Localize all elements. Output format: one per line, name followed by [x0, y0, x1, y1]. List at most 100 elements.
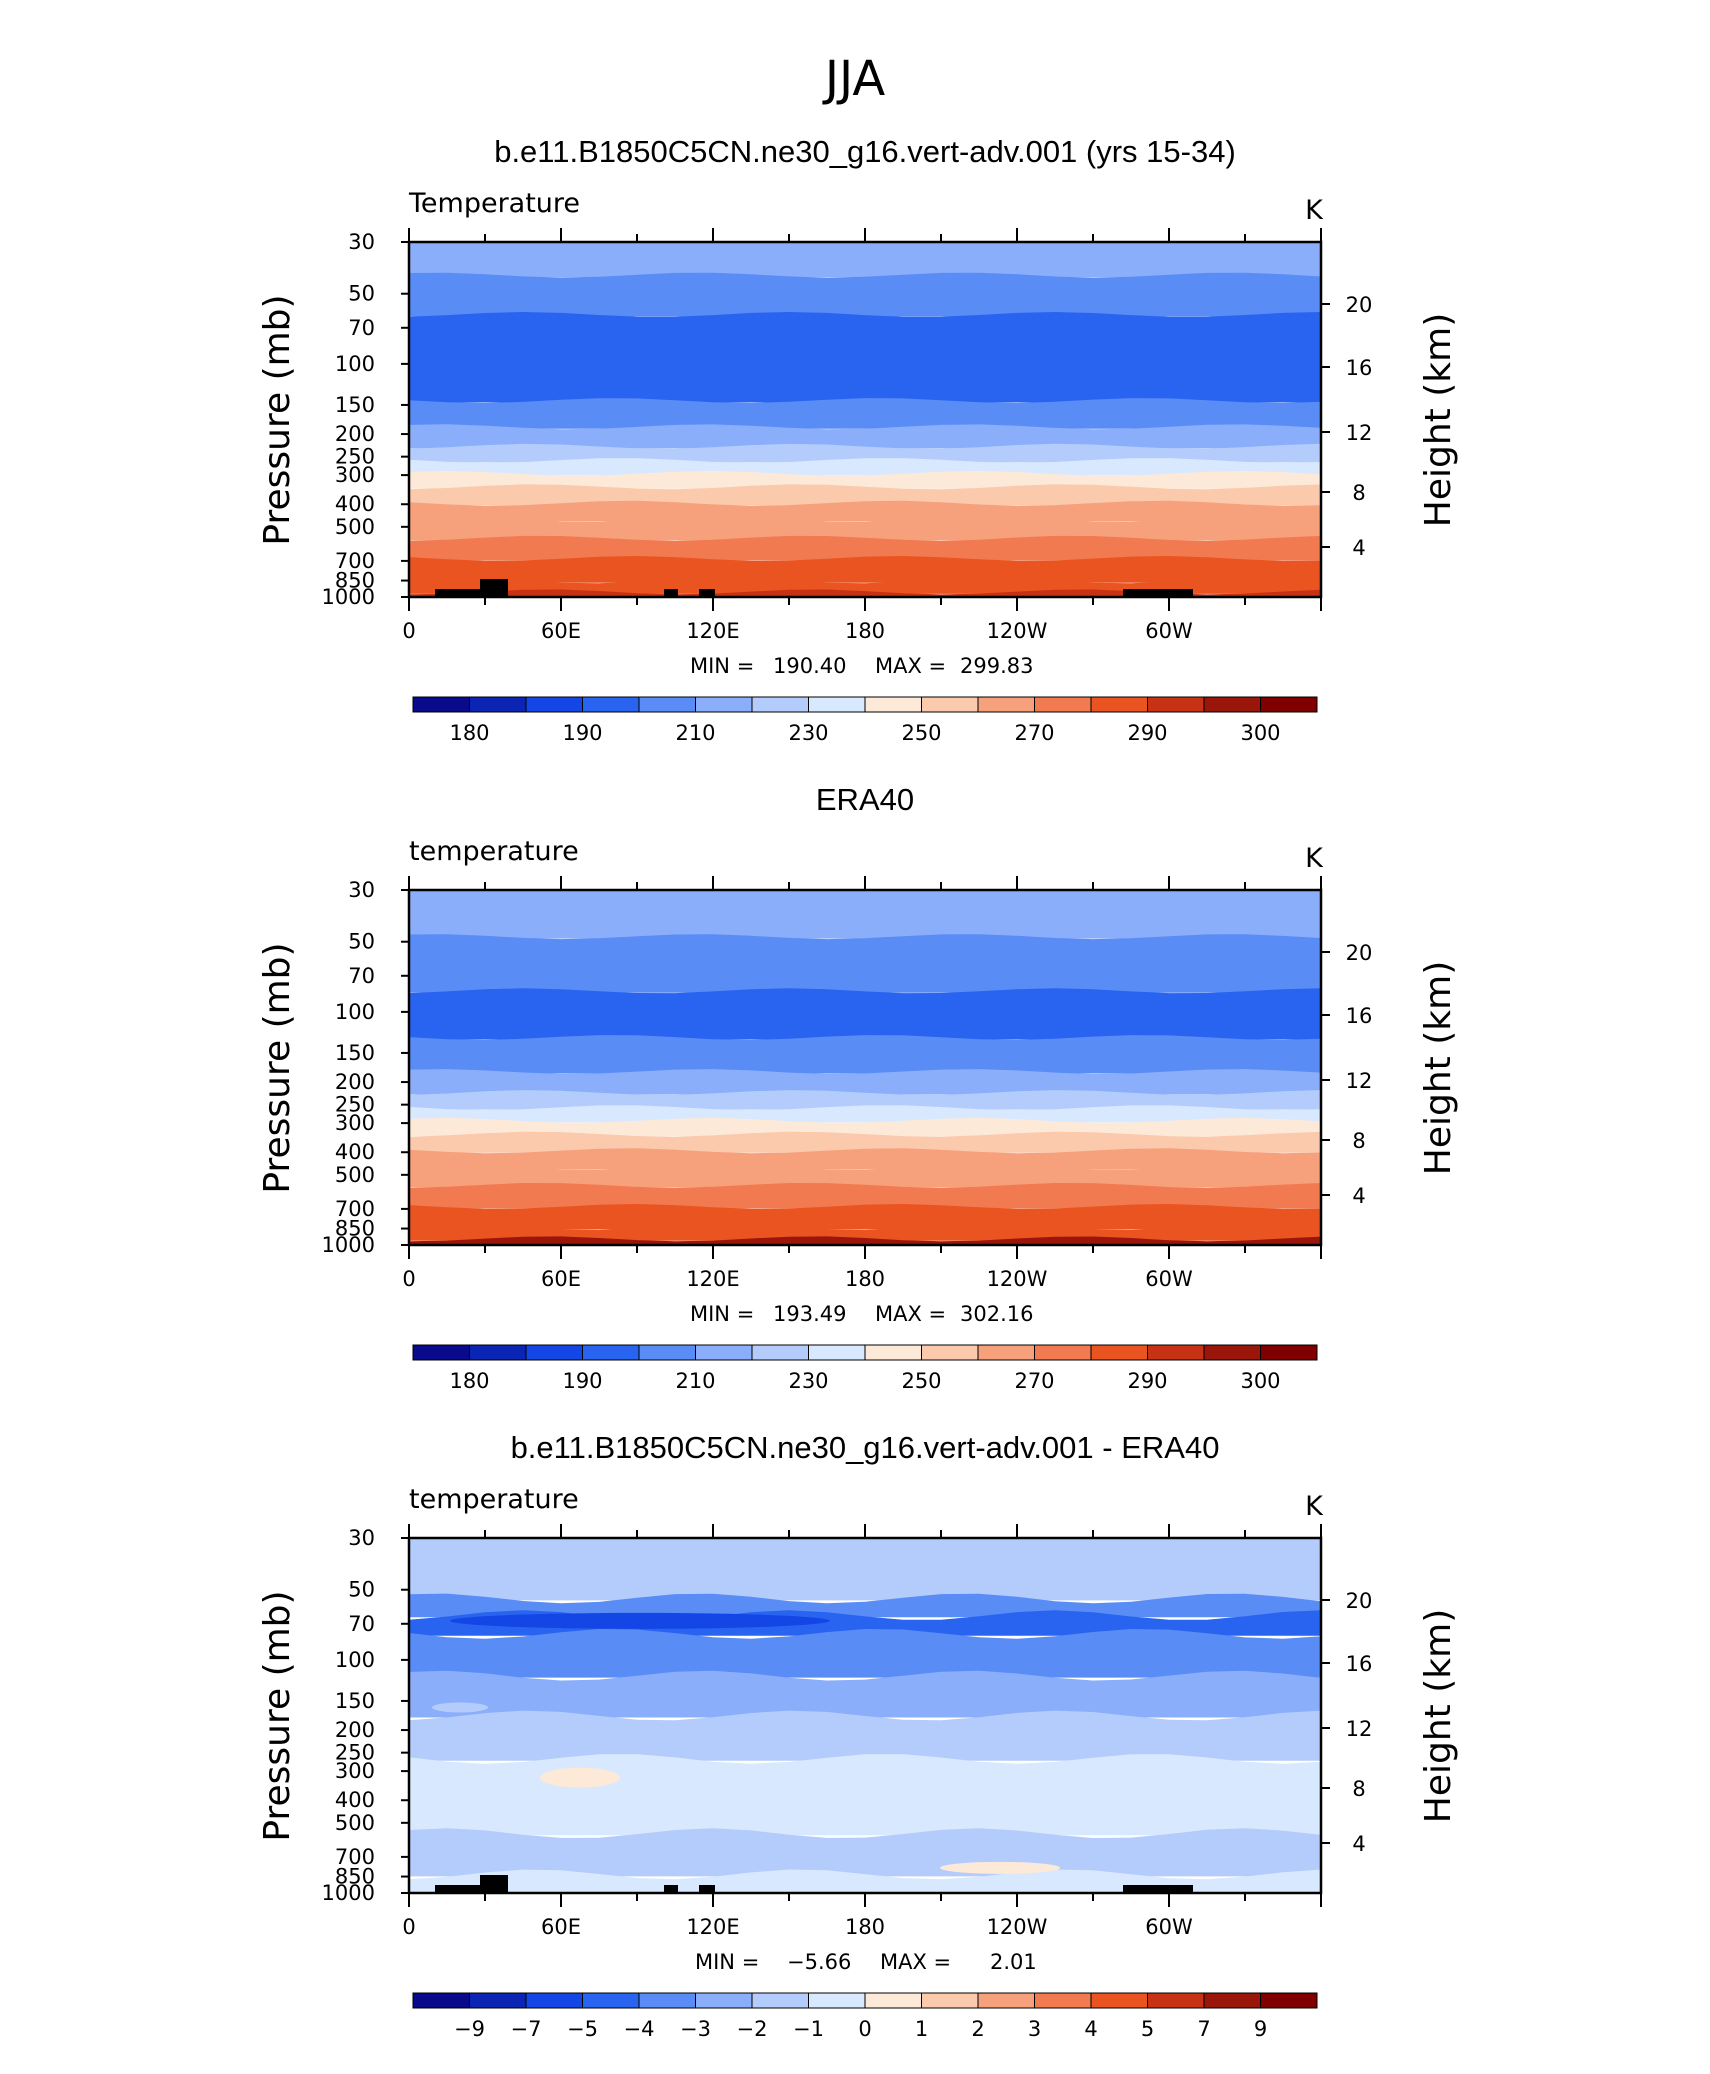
colorbar-swatch: [921, 1992, 979, 2009]
colorbar-swatch: [1090, 1344, 1148, 1361]
land-block: [480, 1875, 508, 1893]
x-tick-label: 180: [845, 1267, 885, 1291]
y-right-tick-label: 4: [1352, 1184, 1365, 1208]
colorbar: 180 190 210 230 250 270 290 300: [412, 696, 1318, 745]
contour-band: [409, 988, 1321, 1040]
y-tick-label: 250: [335, 1741, 375, 1765]
colorbar-swatch: [864, 696, 922, 713]
colorbar-swatch: [977, 1992, 1035, 2009]
y-tick-label: 400: [335, 492, 375, 516]
colorbar-swatch: [977, 696, 1035, 713]
land-block: [664, 589, 678, 597]
contour-band: [409, 1828, 1321, 1877]
y-right-tick-label: 12: [1346, 421, 1373, 445]
y-tick-label: 1000: [322, 1233, 375, 1257]
contour-band: [409, 1035, 1321, 1074]
colorbar-label: 9: [1254, 2017, 1267, 2041]
y-axis-title: Pressure (mb): [257, 942, 298, 1193]
contour-band: [409, 1148, 1321, 1170]
y-right-tick-label: 12: [1346, 1069, 1373, 1093]
land-block: [699, 589, 715, 597]
colorbar-label: 190: [562, 721, 602, 745]
units-label: K: [1305, 1491, 1324, 1522]
max-value: 299.83: [960, 654, 1033, 678]
y-tick-label: 500: [335, 1163, 375, 1187]
colorbar-label: 300: [1240, 721, 1280, 745]
y-tick-label: 850: [335, 1865, 375, 1889]
colorbar-swatch: [1034, 696, 1092, 713]
contour-band: [409, 1538, 1321, 1601]
colorbar-swatch: [1203, 1344, 1261, 1361]
colorbar: 180 190 210 230 250 270 290 300: [412, 1344, 1318, 1393]
contour-field: [409, 242, 1321, 597]
y-tick-label: 50: [348, 930, 375, 954]
stats-line: MIN = 190.40 MAX = 299.83: [690, 654, 1033, 678]
y-tick-label: 400: [335, 1788, 375, 1812]
y-tick-label: 500: [335, 1811, 375, 1835]
colorbar-swatch: [695, 696, 753, 713]
min-label: MIN =: [695, 1950, 759, 1974]
colorbar-swatch: [1260, 1344, 1318, 1361]
y-tick-label: 1000: [322, 1881, 375, 1905]
x-tick-label: 60W: [1145, 619, 1193, 643]
colorbar-label: 180: [449, 721, 489, 745]
colorbar-label: 1: [915, 2017, 928, 2041]
colorbar-swatch: [1147, 1344, 1205, 1361]
colorbar-swatch: [525, 1344, 583, 1361]
colorbar-swatch: [751, 1344, 809, 1361]
contour-band: [409, 1610, 1321, 1636]
contour-field: [409, 890, 1321, 1245]
y-axis-right: 20 16 12 8 4: [1321, 941, 1372, 1208]
y-right-tick-label: 20: [1346, 1589, 1373, 1613]
colorbar-label: 250: [901, 1369, 941, 1393]
contour-band: [409, 1131, 1321, 1153]
colorbar-label: −5: [567, 2017, 598, 2041]
y-tick-label: 30: [348, 878, 375, 902]
contour-band: [409, 484, 1321, 506]
contour-band: [409, 500, 1321, 522]
contour-band: [409, 312, 1321, 403]
x-tick-label: 0: [402, 619, 415, 643]
colorbar-label: 290: [1127, 721, 1167, 745]
y-right-tick-label: 20: [1346, 293, 1373, 317]
y-tick-label: 70: [348, 316, 375, 340]
y-tick-label: 70: [348, 1612, 375, 1636]
contour-band: [409, 1593, 1321, 1618]
x-axis: 0 60E 120E 180 120W 60W: [402, 228, 1322, 643]
contour-field: [409, 1538, 1321, 1893]
y-tick-label: 700: [335, 1197, 375, 1221]
colorbar-swatch: [638, 1344, 696, 1361]
y-tick-label: 200: [335, 1070, 375, 1094]
left-string: temperature: [409, 836, 579, 867]
y-right-tick-label: 8: [1352, 481, 1365, 505]
contour-band: [409, 1204, 1321, 1230]
panel-obs: ERA40 temperature K 30507010015020025030…: [257, 782, 1459, 1393]
x-tick-label: 60E: [541, 619, 581, 643]
y-tick-label: 50: [348, 282, 375, 306]
max-label: MAX =: [880, 1950, 951, 1974]
x-tick-label: 120E: [686, 1915, 739, 1939]
colorbar-label: −2: [737, 2017, 768, 2041]
contour-band: [409, 470, 1321, 489]
y-tick-label: 200: [335, 1718, 375, 1742]
colorbar-swatch: [751, 696, 809, 713]
colorbar-label: 180: [449, 1369, 489, 1393]
y-tick-label: 100: [335, 1648, 375, 1672]
y-axis-right-title: Height (km): [1418, 1609, 1459, 1823]
y-axis-right: 20 16 12 8 4: [1321, 1589, 1372, 1856]
y-tick-label: 1000: [322, 585, 375, 609]
land-block: [664, 1885, 678, 1893]
colorbar-swatch: [638, 1992, 696, 2009]
contour-band: [409, 1710, 1321, 1761]
colorbar-label: −9: [454, 2017, 485, 2041]
y-tick-label: 300: [335, 1759, 375, 1783]
min-label: MIN =: [690, 654, 754, 678]
colorbar-swatch: [864, 1992, 922, 2009]
colorbar-label: 210: [675, 721, 715, 745]
anomaly-blob: [940, 1861, 1060, 1874]
x-tick-label: 60E: [541, 1915, 581, 1939]
colorbar-label: 4: [1084, 2017, 1097, 2041]
colorbar-swatch: [525, 1992, 583, 2009]
